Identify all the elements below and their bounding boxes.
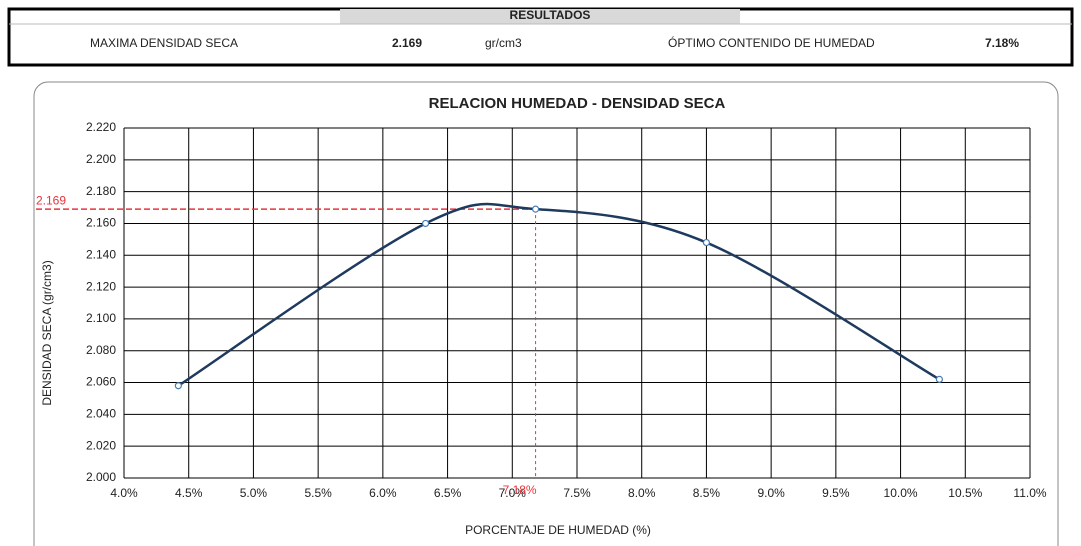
x-tick-label: 8.0% [628,486,656,500]
chart-frame [33,81,1059,546]
x-tick-label: 4.0% [110,486,138,500]
results-cell: MAXIMA DENSIDAD SECA [90,36,238,50]
x-tick-label: 7.5% [563,486,591,500]
x-tick-label: 8.5% [693,486,721,500]
data-point [935,375,944,383]
y-tick-label: 2.180 [86,184,116,198]
x-tick-label: 5.0% [240,486,268,500]
y-tick-label: 2.220 [86,120,116,134]
results-cell: gr/cm3 [485,36,522,50]
x-tick-label: 10.0% [884,486,918,500]
y-tick-label: 2.120 [86,279,116,293]
results-cell: 2.169 [392,36,422,50]
x-tick-label: 4.5% [175,486,203,500]
y-axis-label: DENSIDAD SECA (gr/cm3) [40,260,54,405]
reference-label: 2.169 [36,193,66,207]
x-tick-label: 11.0% [1013,486,1046,500]
y-tick-label: 2.200 [86,152,116,166]
y-tick-label: 2.140 [86,247,116,261]
x-tick-label: 6.5% [434,486,462,500]
y-tick-label: 2.000 [86,470,116,484]
results-header-bg [340,9,740,24]
x-axis-label: PORCENTAJE DE HUMEDAD (%) [465,523,651,537]
x-tick-label: 10.5% [948,486,982,500]
chart-title: RELACION HUMEDAD - DENSIDAD SECA [429,95,726,112]
x-tick-label: 5.5% [304,486,332,500]
y-tick-label: 2.040 [86,407,116,421]
y-tick-label: 2.020 [86,438,116,452]
y-tick-label: 2.080 [86,343,116,357]
x-tick-label: 9.5% [822,486,850,500]
x-tick-label: 6.0% [369,486,397,500]
data-point [421,219,430,228]
x-tick-label: 7.0% [499,486,527,500]
results-title: RESULTADOS [510,8,591,22]
x-tick-label: 9.0% [757,486,785,500]
y-tick-label: 2.160 [86,216,116,230]
data-point [702,238,711,247]
data-point [174,382,182,390]
data-point [531,205,540,213]
y-tick-label: 2.060 [86,375,116,389]
results-cell: ÓPTIMO CONTENIDO DE HUMEDAD [668,35,875,50]
y-tick-label: 2.100 [86,311,116,325]
reference-label: 7.18% [503,483,537,497]
results-cell: 7.18% [985,36,1019,50]
